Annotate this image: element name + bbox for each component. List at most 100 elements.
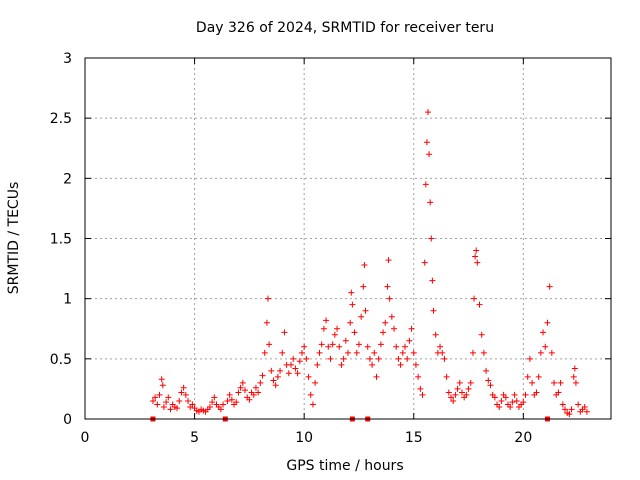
grid-layer — [85, 58, 611, 419]
data-point — [458, 389, 465, 396]
data-point — [294, 370, 301, 377]
data-point — [318, 341, 325, 348]
data-point — [437, 343, 444, 350]
data-point — [467, 379, 474, 386]
data-point — [406, 337, 413, 344]
data-point — [174, 405, 181, 412]
data-point — [575, 401, 582, 408]
data-point — [281, 329, 288, 336]
x-tick-label: 20 — [514, 430, 532, 446]
data-point — [329, 341, 336, 348]
data-point — [520, 399, 527, 406]
data-point — [152, 394, 159, 401]
data-point — [312, 379, 319, 386]
data-point — [165, 394, 172, 401]
data-point — [540, 329, 547, 336]
data-point — [189, 401, 196, 408]
data-point — [156, 391, 163, 398]
data-point — [570, 373, 577, 380]
data-point — [445, 389, 452, 396]
data-point — [361, 261, 368, 268]
data-point — [305, 373, 312, 380]
data-point — [266, 341, 273, 348]
data-point — [412, 361, 419, 368]
data-point — [149, 397, 156, 404]
data-points — [149, 109, 590, 418]
data-point — [537, 349, 544, 356]
data-point — [561, 406, 568, 413]
x-tick-label: 15 — [405, 430, 423, 446]
x-axis-title: GPS time / hours — [286, 458, 403, 474]
data-point — [290, 355, 297, 362]
data-point — [268, 367, 275, 374]
y-axis-title: SRMTID / TECUs — [6, 182, 22, 295]
y-tick-label: 2.5 — [50, 111, 72, 127]
data-point — [509, 399, 516, 406]
data-point — [316, 349, 323, 356]
y-tick-label: 3 — [63, 51, 72, 67]
data-point — [478, 331, 485, 338]
data-point — [427, 199, 434, 206]
data-point — [408, 325, 415, 332]
data-point — [252, 384, 259, 391]
chart-title: Day 326 of 2024, SRMTID for receiver ter… — [196, 20, 494, 36]
tick-layer: 0 5 10 15 20 0 0.5 1 1.5 2 2.5 3 — [50, 51, 611, 446]
data-point — [472, 253, 479, 260]
data-point — [424, 109, 431, 116]
data-point — [325, 343, 332, 350]
data-point — [507, 403, 514, 410]
data-point — [259, 372, 266, 379]
data-point — [417, 385, 424, 392]
data-point — [167, 406, 174, 413]
data-point — [430, 307, 437, 314]
data-point — [209, 399, 216, 406]
data-point — [448, 394, 455, 401]
data-point — [226, 391, 233, 398]
data-point — [255, 389, 262, 396]
data-point — [429, 277, 436, 284]
data-point — [355, 341, 362, 348]
data-point — [375, 355, 382, 362]
data-point — [401, 343, 408, 350]
data-point — [410, 349, 417, 356]
data-point — [353, 349, 360, 356]
data-point — [285, 370, 292, 377]
data-point — [250, 391, 257, 398]
data-point — [180, 384, 187, 391]
data-point — [535, 373, 542, 380]
data-point — [342, 337, 349, 344]
data-point — [548, 349, 555, 356]
data-point — [182, 391, 189, 398]
data-point — [178, 389, 185, 396]
data-point — [349, 301, 356, 308]
data-point — [487, 382, 494, 389]
data-point — [338, 361, 345, 368]
data-point — [572, 379, 579, 386]
data-point — [533, 389, 540, 396]
data-point — [176, 397, 183, 404]
data-point — [395, 355, 402, 362]
data-point — [185, 397, 192, 404]
data-point — [443, 373, 450, 380]
data-point — [566, 411, 573, 418]
data-point — [426, 151, 433, 158]
data-point — [360, 283, 367, 290]
data-point — [526, 355, 533, 362]
data-point — [340, 355, 347, 362]
data-point — [485, 377, 492, 384]
x-tick-label: 5 — [190, 430, 199, 446]
data-point — [384, 283, 391, 290]
data-point — [388, 313, 395, 320]
data-point — [320, 325, 327, 332]
data-point — [473, 247, 480, 254]
data-point — [303, 355, 310, 362]
y-tick-label: 1 — [63, 292, 72, 308]
data-point — [568, 406, 575, 413]
data-point — [419, 391, 426, 398]
data-point — [483, 367, 490, 374]
data-point — [239, 379, 246, 386]
data-point — [159, 382, 166, 389]
y-tick-label: 2 — [63, 171, 72, 187]
data-point — [235, 389, 242, 396]
data-point — [386, 295, 393, 302]
